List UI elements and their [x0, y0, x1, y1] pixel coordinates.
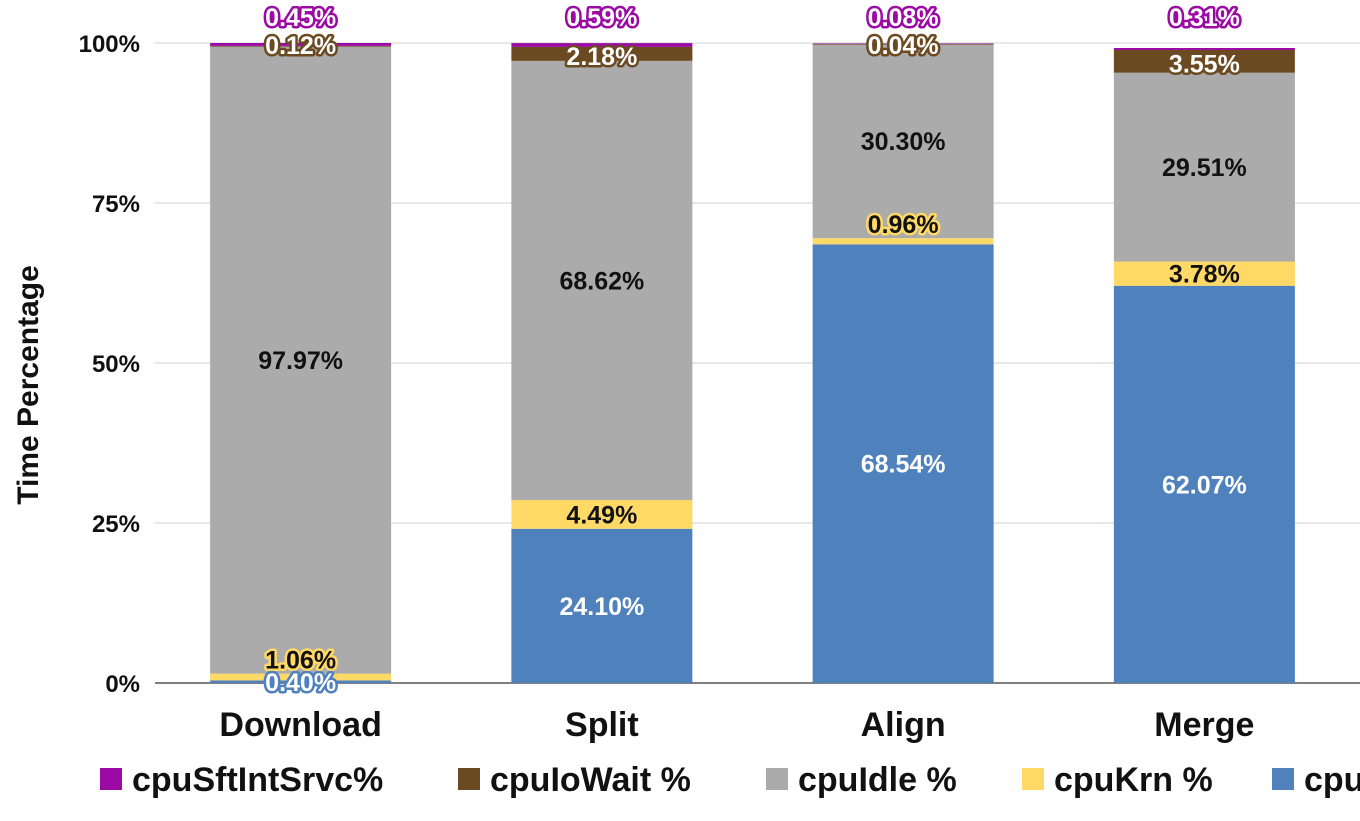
bar-segment	[511, 60, 693, 501]
bar-segment	[511, 43, 693, 47]
data-label: 3.55%	[1169, 50, 1240, 78]
bar-segment	[1113, 261, 1295, 286]
data-label: 0.12%	[265, 32, 336, 60]
y-tick-label: 100%	[79, 31, 140, 58]
data-label: 97.97%	[258, 347, 343, 375]
legend-swatch	[1022, 768, 1044, 790]
data-labels: 0.40%1.06% 97.97% 0.12%0.45% 24.10% 4.49% 68.…	[258, 2, 1247, 700]
legend-label: cpuUsr %	[1304, 761, 1360, 799]
legend-swatch	[100, 768, 122, 790]
data-label: 30.30%	[861, 128, 946, 156]
bar-segment	[812, 43, 994, 45]
data-label: 0.45%	[265, 4, 336, 32]
data-label: 62.07%	[1162, 471, 1247, 499]
y-tick-label: 0%	[105, 671, 140, 698]
bar-segment	[1113, 285, 1295, 683]
bar-segment	[812, 238, 994, 245]
data-label: 2.18%	[566, 43, 637, 71]
bars	[210, 43, 1295, 683]
legend-swatch	[458, 768, 480, 790]
legend-swatch	[1272, 768, 1294, 790]
y-axis: 0% 25% 50% 75% 100%	[79, 31, 140, 698]
data-label: 4.49%	[566, 501, 637, 529]
legend-swatch	[766, 768, 788, 790]
data-label: 1.06%	[265, 647, 336, 675]
bar-segment	[511, 500, 693, 529]
data-label: 68.54%	[861, 451, 946, 479]
x-tick-label: Split	[565, 706, 639, 744]
data-label: 24.10%	[559, 593, 644, 621]
bar-segment	[812, 44, 994, 239]
data-label: 68.62%	[559, 267, 644, 295]
bar-segment	[210, 46, 392, 674]
data-label: 29.51%	[1162, 154, 1247, 182]
data-label: 0.31%	[1169, 4, 1240, 32]
bar-segment	[1113, 49, 1295, 73]
data-label: 0.04%	[868, 32, 939, 60]
legend-label: cpuSftIntSrvc%	[132, 761, 383, 799]
legend-label: cpuIdle %	[798, 761, 957, 799]
x-tick-label: Align	[861, 706, 946, 744]
x-axis: Download Split Align Merge	[219, 706, 1254, 744]
data-label: 0.40%	[265, 669, 336, 697]
data-label: 3.78%	[1169, 261, 1240, 289]
bar-segment	[1113, 72, 1295, 262]
x-tick-label: Download	[219, 706, 381, 744]
data-label: 0.96%	[868, 211, 939, 239]
bar-segment	[210, 673, 392, 681]
bar-segment	[1113, 47, 1295, 50]
y-tick-label: 75%	[92, 191, 140, 218]
legend-label: cpuIoWait %	[490, 761, 691, 799]
bar-segment	[511, 46, 693, 61]
bar-segment	[511, 528, 693, 683]
data-label: 0.59%	[566, 4, 637, 32]
y-tick-label: 50%	[92, 351, 140, 378]
data-label: 0.08%	[868, 4, 939, 32]
bar-segment	[210, 43, 392, 46]
x-tick-label: Merge	[1154, 706, 1254, 744]
y-axis-title: Time Percentage	[12, 265, 45, 505]
bar-segment	[210, 45, 392, 47]
y-tick-label: 25%	[92, 511, 140, 538]
legend-label: cpuKrn %	[1054, 761, 1213, 799]
bar-segment	[812, 44, 994, 45]
bar-segment	[812, 244, 994, 683]
legend: cpuSftIntSrvc% cpuIoWait % cpuIdle % cpuKrn…	[100, 761, 1360, 799]
bar-segment	[210, 680, 392, 683]
